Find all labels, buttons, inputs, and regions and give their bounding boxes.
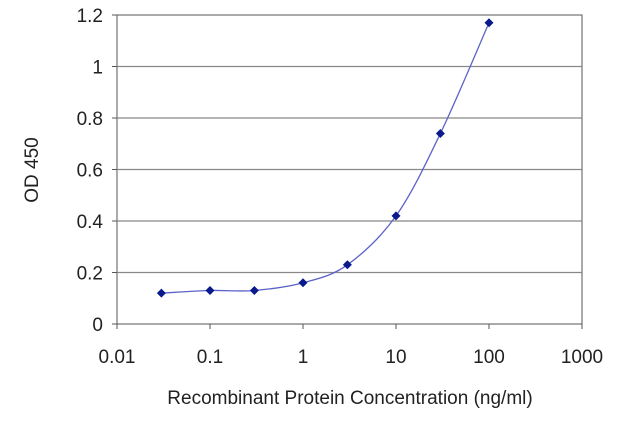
data-point (484, 18, 494, 28)
x-axis-title: Recombinant Protein Concentration (ng/ml… (167, 388, 532, 409)
y-tick-label: 0.4 (77, 212, 104, 233)
x-tick-label: 1000 (561, 347, 603, 368)
x-tick-label: 0.1 (197, 347, 223, 368)
y-tick-labels: 0 0.2 0.4 0.6 0.8 1 1.2 (77, 6, 104, 336)
data-point (298, 278, 308, 288)
data-point (342, 260, 352, 270)
data-point (391, 211, 401, 221)
y-tick-label: 0 (92, 315, 103, 336)
y-tick-label: 0.2 (77, 264, 103, 285)
data-point (156, 288, 166, 298)
data-point (249, 286, 259, 296)
y-tick-label: 0.8 (77, 109, 103, 130)
y-tick-label: 1.2 (77, 6, 103, 27)
gridlines (112, 14, 583, 329)
x-tick-label: 0.01 (99, 347, 136, 368)
data-point (435, 128, 445, 138)
x-tick-label: 10 (385, 347, 406, 368)
y-tick-label: 0.6 (77, 161, 103, 182)
x-tick-label: 1 (298, 347, 309, 368)
y-tick-label: 1 (92, 58, 103, 79)
y-axis-title: OD 450 (22, 137, 43, 202)
x-tick-label: 100 (473, 347, 505, 368)
data-point (205, 286, 215, 296)
x-tick-labels: 0.01 0.1 1 10 100 1000 (99, 347, 604, 368)
data-markers (156, 18, 494, 298)
